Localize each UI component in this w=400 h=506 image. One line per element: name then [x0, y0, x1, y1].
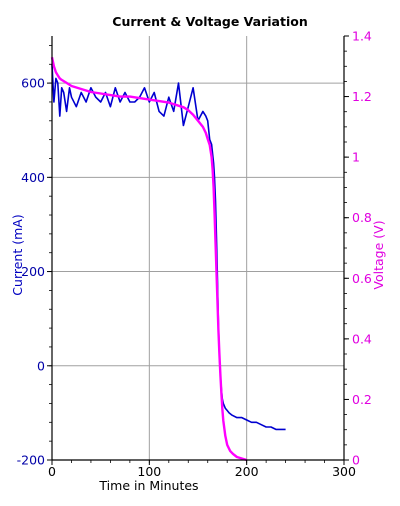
- y-right-tick-label: 1.2: [352, 89, 372, 104]
- y-left-tick-label: 0: [37, 358, 45, 373]
- y-left-tick-label: 400: [21, 170, 45, 185]
- y-right-tick-label: 1: [352, 150, 360, 165]
- y-right-axis-label: Voltage (V): [371, 220, 386, 289]
- voltage-series-line: [50, 56, 248, 462]
- x-tick-label: 0: [48, 464, 56, 479]
- chart-title: Current & Voltage Variation: [112, 14, 307, 29]
- y-right-tick-label: 0.8: [352, 210, 372, 225]
- plot-area: [52, 36, 344, 460]
- x-tick-label: 100: [137, 464, 161, 479]
- plot-layer: [50, 56, 286, 462]
- y-right-tick-label: 0.4: [352, 331, 372, 346]
- y-right-tick-label: 0.2: [352, 392, 372, 407]
- x-tick-label: 300: [332, 464, 356, 479]
- y-right-tick-label: 1.4: [352, 29, 372, 44]
- y-right-tick-label: 0: [352, 453, 360, 468]
- x-axis-label: Time in Minutes: [98, 478, 198, 493]
- x-tick-label: 200: [235, 464, 259, 479]
- y-left-tick-label: 600: [21, 76, 45, 91]
- y-right-tick-label: 0.6: [352, 271, 372, 286]
- grid-layer: [52, 36, 344, 460]
- current-series-line: [51, 64, 286, 431]
- y-left-tick-label: 200: [21, 264, 45, 279]
- y-left-axis-label: Current (mA): [10, 214, 25, 295]
- ticks-layer: 0 100 200 300-200020040060000.20.40.60.811.…: [17, 29, 372, 480]
- y-left-tick-label: -200: [17, 453, 45, 468]
